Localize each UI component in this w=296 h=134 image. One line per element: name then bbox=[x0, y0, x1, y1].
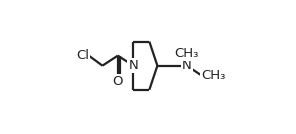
Text: CH₃: CH₃ bbox=[201, 68, 225, 82]
Text: CH₃: CH₃ bbox=[175, 47, 199, 60]
Text: N: N bbox=[128, 59, 138, 72]
Text: N: N bbox=[182, 59, 192, 72]
Text: O: O bbox=[112, 75, 123, 88]
Text: Cl: Cl bbox=[76, 49, 89, 62]
